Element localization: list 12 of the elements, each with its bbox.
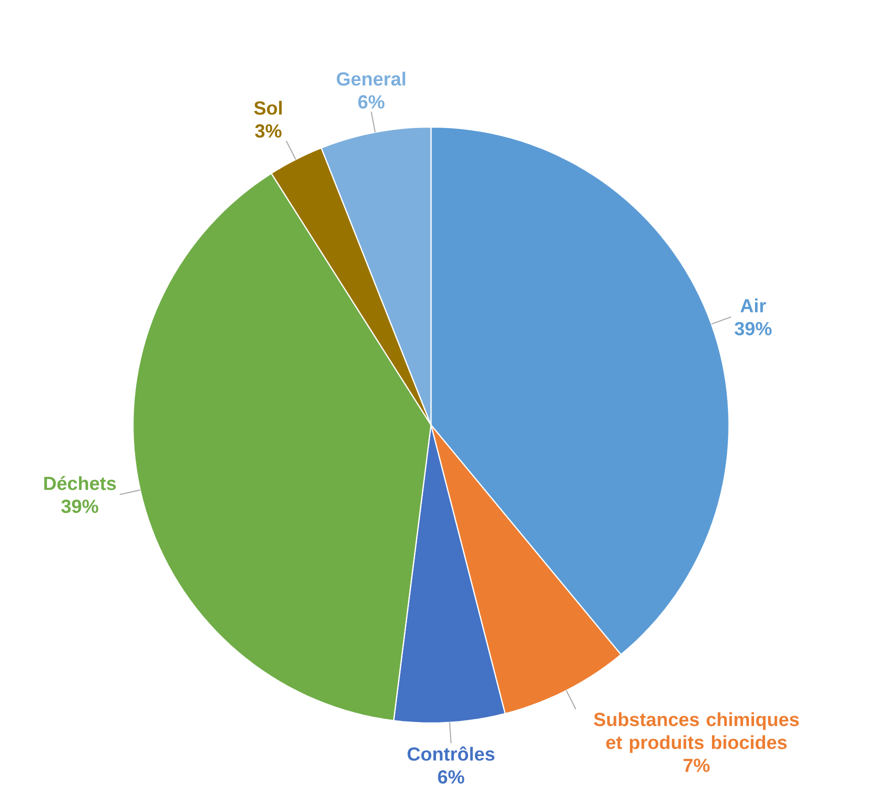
- data-label: 6%: [358, 95, 384, 109]
- data-label: 39%: [734, 322, 772, 336]
- data-label: 7%: [684, 758, 710, 772]
- slice-label: Contrôles: [408, 746, 494, 761]
- slice-label: Déchets: [44, 476, 116, 490]
- slice-label: Substances chimiques et produits biocides: [594, 712, 799, 753]
- data-label: 3%: [255, 124, 282, 138]
- slice-label: Sol: [254, 100, 282, 115]
- data-label: 6%: [438, 770, 464, 784]
- data-label: 39%: [61, 500, 98, 514]
- slice-label: Air: [740, 298, 766, 312]
- slice-label: General: [336, 72, 406, 86]
